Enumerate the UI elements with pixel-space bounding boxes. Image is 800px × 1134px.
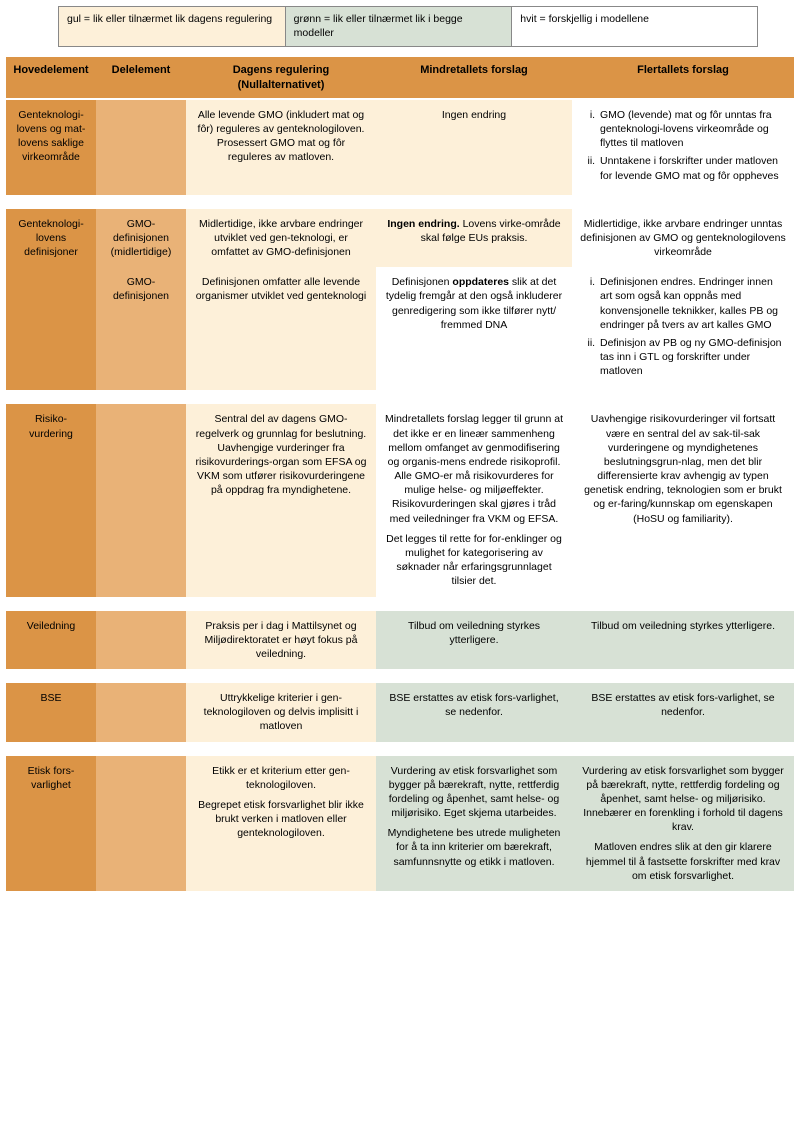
- comparison-table: Hovedelement Delelement Dagens regulerin…: [6, 57, 794, 891]
- r3-c4: Mindretallets forslag legger til grunn a…: [376, 404, 572, 596]
- r2b-c4: Definisjonen oppdateres slik at det tyde…: [376, 267, 572, 390]
- r4-label: Veiledning: [6, 611, 96, 670]
- r2a-sub: GMO-definisjonen (midlertidige): [96, 209, 186, 268]
- r2a-c3: Midlertidige, ikke arvbare endringer utv…: [186, 209, 376, 268]
- header-hovedelement: Hovedelement: [6, 57, 96, 98]
- r6-c3-p1: Etikk er et kriterium etter gen-teknolog…: [194, 764, 368, 792]
- r6-c5: Vurdering av etisk forsvarlighet som byg…: [572, 756, 794, 891]
- r5-label: BSE: [6, 683, 96, 742]
- r5-c4: BSE erstattes av etisk fors-varlighet, s…: [376, 683, 572, 742]
- header-delelement: Delelement: [96, 57, 186, 98]
- r6-sub: [96, 756, 186, 891]
- r3-c4-p1: Mindretallets forslag legger til grunn a…: [384, 412, 564, 525]
- header-row: Hovedelement Delelement Dagens regulerin…: [6, 57, 794, 98]
- r3-sub: [96, 404, 186, 596]
- r6-c4-p2: Myndighetene bes utrede muligheten for å…: [384, 826, 564, 869]
- r6-label: Etisk fors-varlighet: [6, 756, 96, 891]
- r2b-c5-li2: Definisjon av PB og ny GMO-definisjon ta…: [598, 336, 786, 379]
- r1-c3: Alle levende GMO (inkludert mat og fôr) …: [186, 100, 376, 195]
- header-dagens: Dagens regulering (Nullalternativet): [186, 57, 376, 98]
- r6-c5-p1: Vurdering av etisk forsvarlighet som byg…: [580, 764, 786, 835]
- r2a-c4: Ingen endring. Lovens virke-område skal …: [376, 209, 572, 268]
- header-flertallet: Flertallets forslag: [572, 57, 794, 98]
- r1-c5: GMO (levende) mat og fôr unntas fra gent…: [572, 100, 794, 195]
- row-etisk-forsvarlighet: Etisk fors-varlighet Etikk er et kriteri…: [6, 756, 794, 891]
- r1-c4: Ingen endring: [376, 100, 572, 195]
- r6-c3: Etikk er et kriterium etter gen-teknolog…: [186, 756, 376, 891]
- r4-sub: [96, 611, 186, 670]
- row-risikovurdering: Risiko-vurdering Sentral del av dagens G…: [6, 404, 794, 596]
- r1-c5-li1: GMO (levende) mat og fôr unntas fra gent…: [598, 108, 786, 151]
- r3-c3: Sentral del av dagens GMO-regelverk og g…: [186, 404, 376, 596]
- row-definisjoner-a: Genteknologi-lovens definisjoner GMO-def…: [6, 209, 794, 268]
- r1-label: Genteknologi-lovens og mat-lovens saklig…: [6, 100, 96, 195]
- r6-c4: Vurdering av etisk forsvarlighet som byg…: [376, 756, 572, 891]
- legend-yellow: gul = lik eller tilnærmet lik dagens reg…: [59, 7, 286, 46]
- r6-c3-p2: Begrepet etisk forsvarlighet blir ikke b…: [194, 798, 368, 841]
- r2a-c5: Midlertidige, ikke arvbare endringer unn…: [572, 209, 794, 268]
- row-bse: BSE Uttrykkelige kriterier i gen-teknolo…: [6, 683, 794, 742]
- r5-c5: BSE erstattes av etisk fors-varlighet, s…: [572, 683, 794, 742]
- header-dagens-line2: (Nullalternativet): [238, 79, 325, 91]
- r1-c5-li2: Unntakene i forskrifter under matloven f…: [598, 154, 786, 182]
- r6-c4-p1: Vurdering av etisk forsvarlighet som byg…: [384, 764, 564, 821]
- row-virkeomrade: Genteknologi-lovens og mat-lovens saklig…: [6, 100, 794, 195]
- r4-c5: Tilbud om veiledning styrkes ytterligere…: [572, 611, 794, 670]
- r2-label: Genteknologi-lovens definisjoner: [6, 209, 96, 391]
- r3-label: Risiko-vurdering: [6, 404, 96, 596]
- r2b-c3: Definisjonen omfatter alle levende organ…: [186, 267, 376, 390]
- r2b-c5-li1: Definisjonen endres. Endringer innen art…: [598, 275, 786, 332]
- r2b-c4a: Definisjonen: [392, 276, 453, 288]
- r2b-sub: GMO-definisjonen: [96, 267, 186, 390]
- legend: gul = lik eller tilnærmet lik dagens reg…: [58, 6, 758, 47]
- r3-c4-p2: Det legges til rette for for-enklinger o…: [384, 532, 564, 589]
- r2b-c4b: oppdateres: [452, 276, 512, 288]
- row-definisjoner-b: GMO-definisjonen Definisjonen omfatter a…: [6, 267, 794, 390]
- r4-c3: Praksis per i dag i Mattilsynet og Miljø…: [186, 611, 376, 670]
- header-mindretallet: Mindretallets forslag: [376, 57, 572, 98]
- legend-green: grønn = lik eller tilnærmet lik i begge …: [286, 7, 513, 46]
- r3-c5: Uavhengige risikovurderinger vil fortsat…: [572, 404, 794, 596]
- legend-white: hvit = forskjellig i modellene: [512, 7, 757, 46]
- header-dagens-line1: Dagens regulering: [233, 64, 330, 76]
- row-veiledning: Veiledning Praksis per i dag i Mattilsyn…: [6, 611, 794, 670]
- r2b-c5: Definisjonen endres. Endringer innen art…: [572, 267, 794, 390]
- r5-sub: [96, 683, 186, 742]
- r1-sub: [96, 100, 186, 195]
- r4-c4: Tilbud om veiledning styrkes ytterligere…: [376, 611, 572, 670]
- r2a-c4-bold: Ingen endring.: [387, 218, 462, 230]
- r5-c3: Uttrykkelige kriterier i gen-teknologilo…: [186, 683, 376, 742]
- r6-c5-p2: Matloven endres slik at den gir klarere …: [580, 840, 786, 883]
